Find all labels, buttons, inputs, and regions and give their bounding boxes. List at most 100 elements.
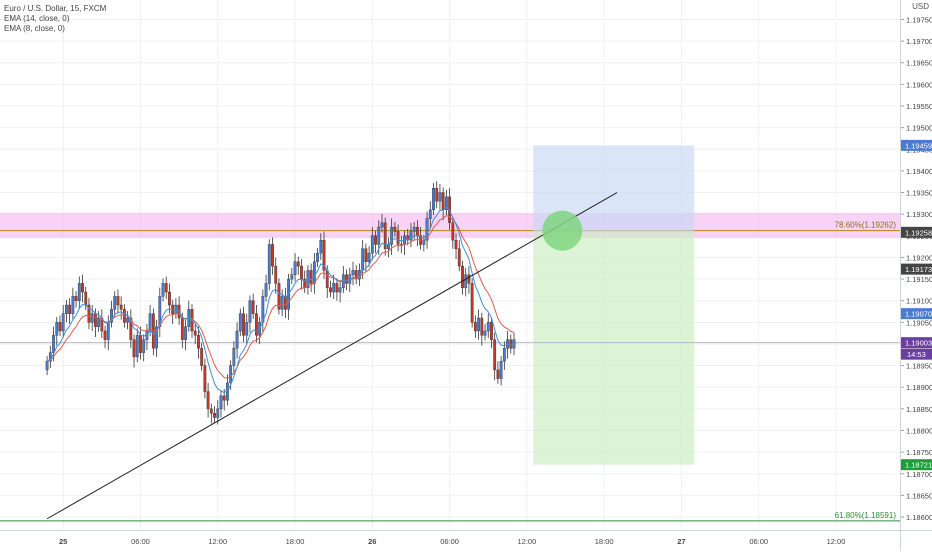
candle-body xyxy=(274,265,278,284)
candle xyxy=(55,317,59,346)
candle-body xyxy=(300,265,303,280)
candle xyxy=(206,382,210,418)
candle-body xyxy=(113,296,117,310)
candle xyxy=(116,289,120,314)
candle xyxy=(267,239,271,291)
candle-body xyxy=(90,313,94,323)
candle xyxy=(100,309,104,338)
candle-body xyxy=(74,296,78,301)
stop-zone xyxy=(533,232,695,465)
countdown-label: 14:53 xyxy=(907,350,926,359)
time-tick-label: 06:00 xyxy=(749,537,768,546)
candle-body xyxy=(65,304,68,314)
candle xyxy=(496,361,500,384)
price-tag: 1.19173 xyxy=(901,263,932,275)
candle-body xyxy=(81,283,84,293)
candle-body xyxy=(444,196,448,211)
candle xyxy=(119,296,123,320)
candle-body xyxy=(219,395,223,410)
time-tick-label: 06:00 xyxy=(440,537,459,546)
candle-body xyxy=(325,270,329,288)
price-tag-label: 1.18721 xyxy=(905,461,932,470)
candle xyxy=(219,390,223,418)
candle-body xyxy=(367,252,371,262)
candle-body xyxy=(335,283,339,293)
candle-body xyxy=(222,395,226,401)
candle-body xyxy=(71,296,75,314)
candle xyxy=(280,289,284,317)
ema8-line xyxy=(46,206,515,394)
time-axis-labels: 25 06:00 12:00 18:00 26 06:00 12:00 18:00 27 06:0… xyxy=(59,537,923,546)
candle xyxy=(290,267,294,285)
price-tag-bg xyxy=(901,226,932,238)
candle-body xyxy=(425,218,429,241)
candle xyxy=(197,326,200,359)
candle-body xyxy=(93,313,97,327)
candle xyxy=(412,221,416,241)
candle xyxy=(457,240,461,272)
candle-body xyxy=(116,296,120,306)
chart-plot-area[interactable]: 78.60%(1.19262) 61.80%(1.18591) Euro / U.… xyxy=(0,0,900,530)
candle xyxy=(245,313,249,344)
candle xyxy=(113,291,117,317)
candle xyxy=(435,181,439,209)
legend-symbol[interactable]: Euro / U.S. Dollar, 15, FXCM xyxy=(4,4,107,13)
candle xyxy=(399,235,403,254)
candle-body xyxy=(412,226,416,232)
price-tag-bg xyxy=(901,337,932,349)
candle-body xyxy=(45,361,49,371)
price-tag-label: 1.19173 xyxy=(905,265,932,274)
candle-body xyxy=(132,339,136,358)
price-axis[interactable]: 1.19750 1.19700 1.19650 1.19600 1.19550 1.195… xyxy=(900,0,932,530)
candle-body xyxy=(164,283,168,293)
price-tag-label: 1.19070 xyxy=(905,310,932,319)
candle xyxy=(142,334,146,362)
time-tick-label: 12:00 xyxy=(827,537,846,546)
countdown-bg xyxy=(901,348,932,360)
candle xyxy=(232,341,236,375)
fib-786-label: 78.60%(1.19262) xyxy=(835,221,897,230)
candle xyxy=(312,253,316,294)
candle-body xyxy=(461,265,464,288)
candle-body xyxy=(209,408,213,414)
price-tick-label: 1.19550 xyxy=(906,102,932,111)
candle xyxy=(106,315,110,351)
price-tag: 1.19070 xyxy=(901,308,932,320)
legend-ema8[interactable]: EMA (8, close, 0) xyxy=(4,24,65,33)
candle xyxy=(444,189,448,216)
axis-corner xyxy=(900,530,932,551)
candle xyxy=(438,183,442,210)
price-axis-labels: 1.19750 1.19700 1.19650 1.19600 1.19550 1.195… xyxy=(901,15,932,522)
candle-body xyxy=(319,239,323,254)
candle xyxy=(216,400,220,425)
candle-body xyxy=(390,226,394,245)
candle xyxy=(251,293,255,319)
chart-legend: Euro / U.S. Dollar, 15, FXCM EMA (14, cl… xyxy=(4,4,106,34)
candle xyxy=(470,278,474,328)
candle xyxy=(409,222,413,248)
candle xyxy=(483,324,487,341)
price-tick-label: 1.19200 xyxy=(906,253,932,262)
currency-label: USD xyxy=(912,2,929,11)
candle xyxy=(274,257,278,294)
legend-ema14[interactable]: EMA (14, close, 0) xyxy=(4,14,70,23)
candle-body xyxy=(496,369,500,379)
candle-body xyxy=(312,261,316,284)
candle-body xyxy=(264,283,268,297)
candle-body xyxy=(97,317,101,327)
time-tick-label: 18:00 xyxy=(286,537,305,546)
candle xyxy=(454,233,458,260)
price-chart[interactable]: 78.60%(1.19262) 61.80%(1.18591) xyxy=(0,0,900,530)
candle-body xyxy=(106,322,110,340)
candle-body xyxy=(380,222,384,228)
candle xyxy=(81,274,84,303)
candle-body xyxy=(338,287,342,293)
candle xyxy=(203,358,207,399)
time-axis[interactable]: 25 06:00 12:00 18:00 26 06:00 12:00 18:00 27 06:0… xyxy=(0,530,923,551)
candle xyxy=(396,224,400,252)
candle xyxy=(467,266,471,294)
candle-body xyxy=(309,270,313,284)
candle-body xyxy=(184,326,187,340)
candle xyxy=(370,227,374,261)
price-tag: 1.19258 xyxy=(901,226,932,238)
